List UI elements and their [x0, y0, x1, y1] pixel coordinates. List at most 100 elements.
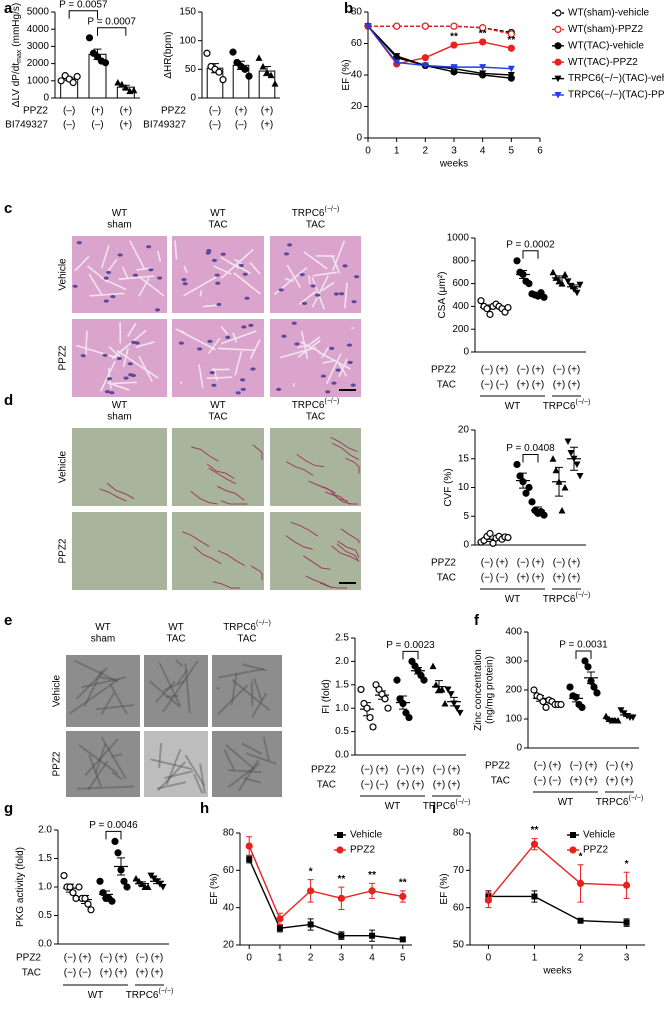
data-point [552, 466, 560, 474]
data-point [576, 473, 584, 480]
y-tick-label: 0 [463, 540, 469, 551]
data-point [203, 49, 211, 57]
texture [96, 704, 135, 711]
group-label: WT [505, 401, 521, 412]
data-point [429, 662, 437, 670]
texture [197, 347, 203, 351]
column-label: sham [107, 412, 131, 423]
y-tick-label: 15 [458, 453, 470, 464]
texture [138, 277, 150, 297]
texture [78, 744, 119, 775]
data-point [572, 693, 580, 701]
texture [220, 326, 229, 335]
y-tick-label: 2.0 [38, 825, 52, 836]
data-point [578, 703, 586, 712]
superscript: (−/−) [325, 398, 340, 405]
bracket [575, 650, 592, 659]
data-point [484, 896, 493, 904]
bracket [68, 10, 98, 19]
condition-label: TAC [437, 380, 456, 391]
condition-value: (+) [517, 380, 530, 391]
texture [310, 284, 316, 288]
texture [138, 275, 165, 297]
y-axis-label: EF (%) [209, 873, 220, 904]
texture [290, 521, 319, 537]
texture [106, 482, 135, 500]
texture [123, 376, 129, 380]
data-point [366, 713, 374, 722]
data-point [614, 716, 622, 724]
texture [165, 748, 182, 786]
texture [110, 753, 123, 758]
legend-label: Vehicle [583, 830, 616, 841]
y-tick-label: 20 [458, 425, 470, 436]
legend-marker [554, 92, 562, 99]
data-point [519, 478, 527, 486]
texture [99, 360, 116, 392]
texture [164, 770, 194, 780]
texture [337, 540, 360, 558]
texture [158, 662, 181, 707]
bracket [522, 250, 539, 259]
data-point [135, 877, 143, 885]
condition-value: (+) [120, 106, 133, 117]
data-point [479, 24, 487, 32]
texture [230, 672, 238, 706]
data-point [456, 709, 464, 717]
series-line [487, 843, 627, 901]
micrograph [270, 319, 361, 397]
data-point [307, 921, 314, 928]
texture [100, 692, 115, 715]
group-label: TRPC6(−/−) [126, 988, 174, 1000]
texture [106, 381, 130, 391]
significance: * [625, 859, 629, 870]
y-tick-label: 200 [505, 685, 522, 696]
significance: ** [450, 32, 458, 43]
micrograph [212, 731, 282, 797]
text-part: TRPC6 [543, 401, 576, 412]
condition-value: (+) [151, 953, 164, 964]
data-point [570, 286, 578, 293]
data-point [557, 700, 565, 709]
x-tick-label: 4 [369, 953, 375, 964]
texture [321, 281, 335, 292]
texture [342, 264, 348, 268]
texture [94, 743, 107, 775]
data-point [138, 880, 146, 888]
texture [283, 252, 290, 256]
y-axis-label: PKG activity (fold) [15, 847, 26, 927]
data-point [450, 700, 458, 708]
y-tick-label: 20 [223, 940, 235, 951]
panel-letter: e [4, 612, 12, 629]
texture [157, 276, 163, 280]
p-value: P = 0.0046 [89, 820, 138, 831]
micrograph [212, 655, 282, 727]
texture [299, 290, 317, 305]
texture [148, 268, 154, 272]
bracket [522, 454, 539, 463]
row-label: PPZ2 [58, 345, 69, 370]
texture [276, 387, 282, 391]
group-label: TRPC6(−/−) [423, 799, 471, 811]
y-tick-label: 1.5 [38, 853, 52, 864]
texture [135, 341, 155, 348]
texture [225, 335, 231, 339]
y-tick-label: 0 [43, 93, 49, 104]
data-point [450, 41, 458, 49]
texture [88, 273, 104, 296]
panel-letter: d [4, 392, 13, 409]
text-part: WT [210, 208, 226, 219]
series-line [248, 845, 403, 921]
texture [250, 565, 263, 581]
data-point [540, 293, 548, 301]
texture [132, 273, 139, 277]
texture [118, 275, 155, 281]
condition-label: PPZ2 [431, 558, 456, 569]
micrograph [72, 236, 167, 313]
condition-value: (−) [64, 968, 77, 979]
condition-label: PPZ2 [431, 365, 456, 376]
text-part: WT [558, 797, 574, 808]
data-point [486, 529, 494, 538]
texture [253, 677, 263, 701]
